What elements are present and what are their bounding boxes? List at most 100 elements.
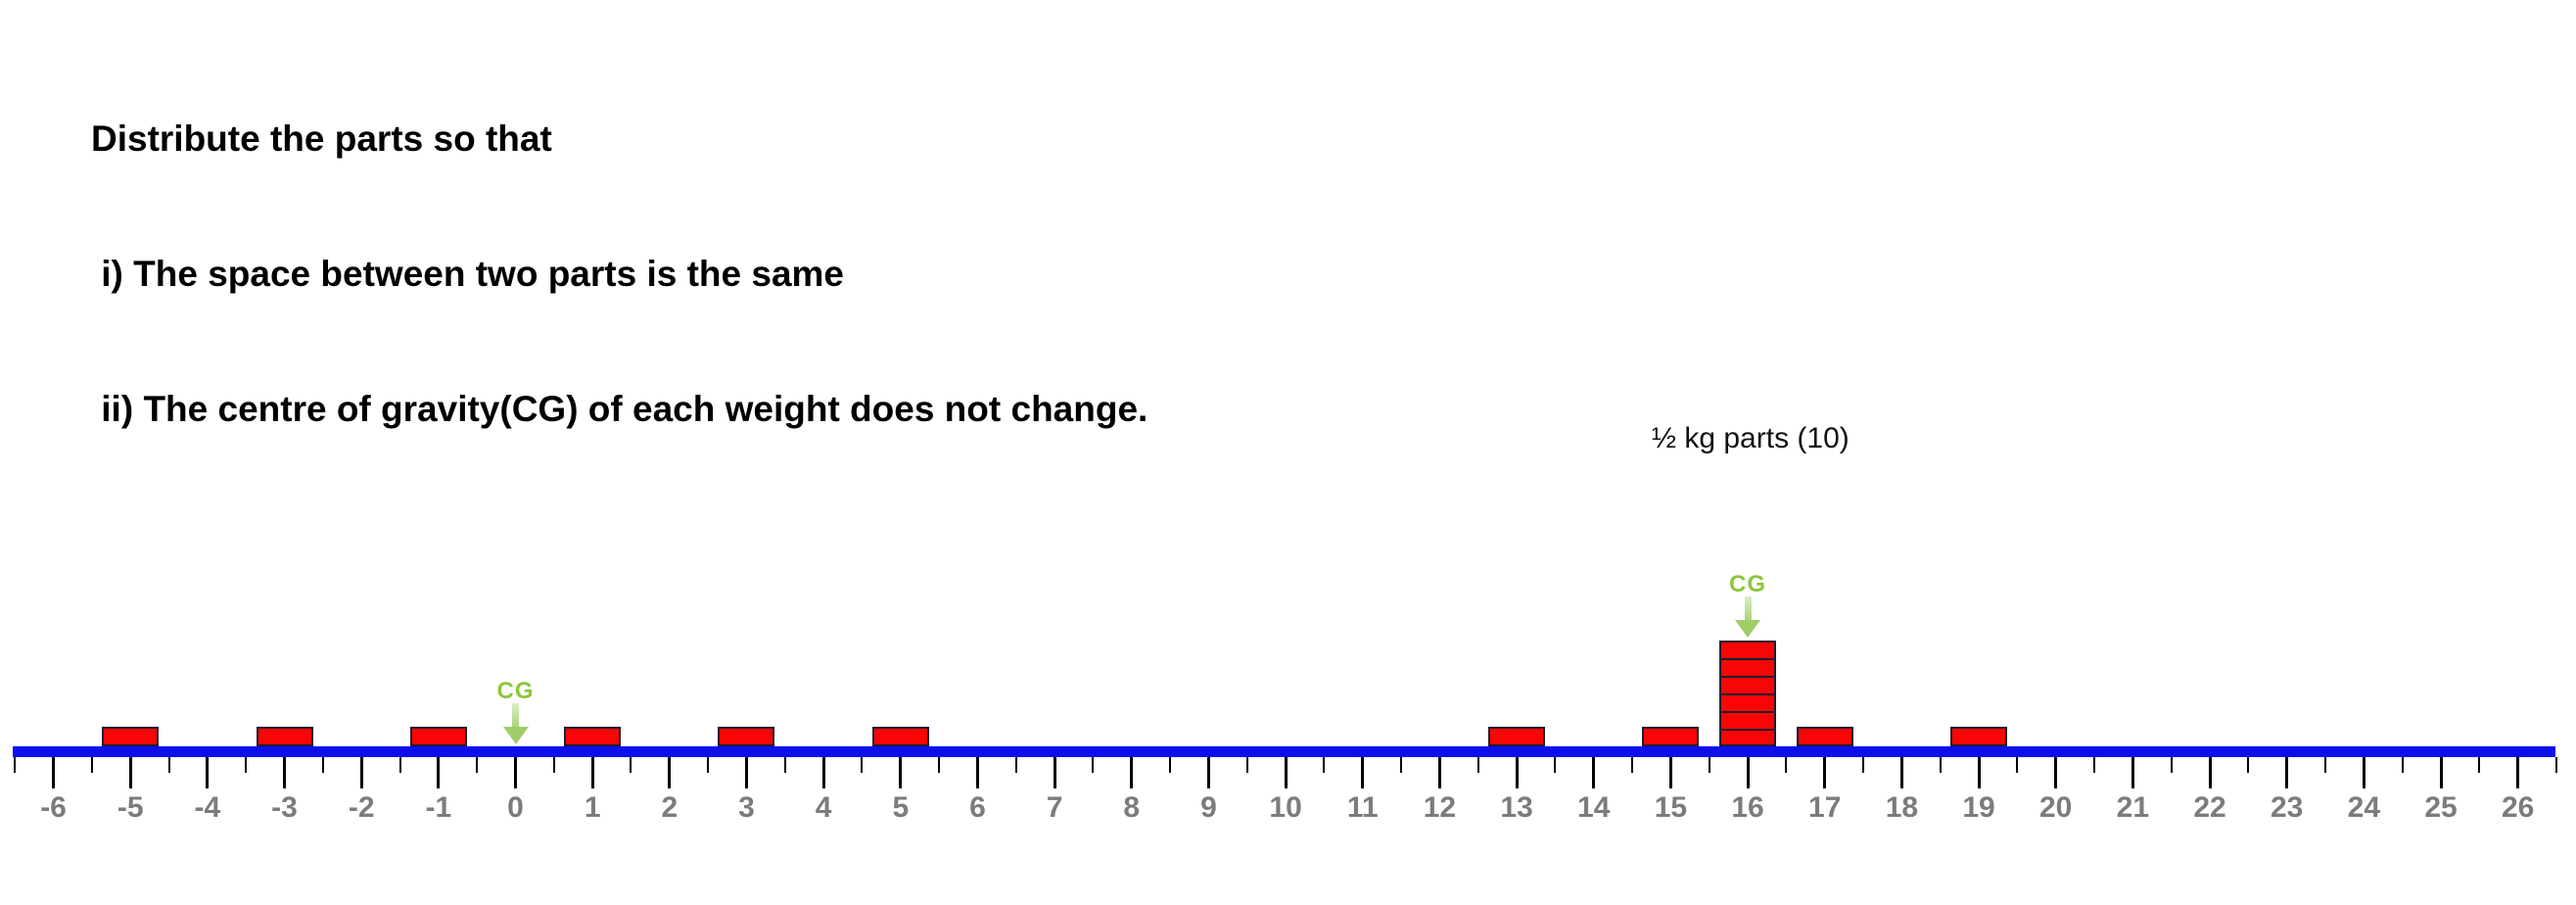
weight-block[interactable] [871,727,929,746]
tick-label: -5 [117,791,144,824]
tick-minor [1554,757,1557,773]
tick-label: 25 [2424,791,2458,824]
weight-block[interactable] [409,727,467,746]
tick-label: 11 [1346,791,1379,824]
tick-label: -1 [425,791,452,824]
tick-minor [1476,757,1479,773]
weight-block[interactable] [1642,727,1700,746]
tick-major [744,757,748,788]
tick-major [359,757,363,788]
tick-label: 12 [1423,791,1457,824]
tick-minor [2554,757,2557,773]
weight-block[interactable] [564,727,622,746]
tick-label: 18 [1885,791,1919,824]
tick-minor [14,757,17,773]
weight-block[interactable] [1950,727,2008,746]
tick-major [1899,757,1903,788]
tick-minor [1862,757,1865,773]
number-line-bar [13,746,2555,757]
tick-major [1361,757,1365,788]
tick-minor [938,757,941,773]
tick-minor [398,757,401,773]
tick-minor [321,757,324,773]
cg-label: CG [1729,571,1767,597]
weight-block[interactable] [718,727,775,746]
tick-minor [861,757,864,773]
parts-count-label: ½ kg parts (10) [1652,422,1850,454]
tick-major [2131,757,2134,788]
tick-major [1977,757,1981,788]
tick-label: 9 [1200,791,1217,824]
tick-major [1206,757,1210,788]
tick-major [821,757,825,788]
cg-arrow-shaft [512,703,519,729]
tick-label: 7 [1046,791,1063,824]
instruction-line-2: i) The space between two parts is the sa… [91,254,845,294]
stack-divider [1721,676,1775,678]
tick-minor [630,757,632,773]
cg-arrow-shaft [1744,596,1752,622]
tick-minor [2016,757,2019,773]
tick-label: 14 [1577,791,1611,824]
weight-block[interactable] [102,727,160,746]
tick-minor [707,757,710,773]
cg-arrow-head [1735,620,1761,638]
cg-arrow-head [502,727,529,744]
tick-label: -2 [348,791,375,824]
tick-label: 6 [969,791,986,824]
tick-minor [2093,757,2096,773]
tick-label: -6 [40,791,67,824]
tick-major [1515,757,1519,788]
tick-minor [1014,757,1017,773]
tick-label: 10 [1269,791,1302,824]
tick-minor [2478,757,2481,773]
tick-major [1130,757,1134,788]
tick-minor [2401,757,2404,773]
tick-major [1668,757,1672,788]
weight-stack[interactable] [1719,641,1777,746]
tick-label: 21 [2116,791,2150,824]
tick-major [899,757,903,788]
tick-label: 5 [892,791,910,824]
tick-major [668,757,672,788]
tick-minor [476,757,479,773]
tick-major [590,757,594,788]
instructions: Distribute the parts so that i) The spac… [91,26,1147,522]
tick-minor [552,757,555,773]
tick-major [2439,757,2443,788]
tick-label: 23 [2270,791,2304,824]
tick-label: 17 [1808,791,1842,824]
tick-minor [783,757,786,773]
tick-label: 22 [2193,791,2226,824]
tick-major [2362,757,2365,788]
weight-block[interactable] [256,727,313,746]
tick-major [2054,757,2058,788]
tick-minor [167,757,170,773]
tick-label: 15 [1654,791,1688,824]
instruction-line-1: Distribute the parts so that [91,119,552,159]
tick-label: 0 [507,791,524,824]
tick-minor [1245,757,1248,773]
stack-divider [1721,729,1775,731]
tick-minor [1939,757,1942,773]
tick-label: 16 [1731,791,1764,824]
tick-minor [1092,757,1095,773]
tick-major [514,757,517,788]
weight-block[interactable] [1488,727,1546,746]
weight-block[interactable] [1796,727,1853,746]
tick-minor [1323,757,1326,773]
tick-minor [2170,757,2173,773]
tick-minor [245,757,248,773]
tick-label: 1 [584,791,601,824]
tick-major [1053,757,1056,788]
tick-label: 3 [738,791,755,824]
tick-label: 24 [2347,791,2381,824]
tick-major [437,757,441,788]
tick-major [1437,757,1441,788]
tick-major [52,757,56,788]
tick-major [2208,757,2212,788]
tick-major [206,757,210,788]
tick-minor [1785,757,1788,773]
tick-major [1592,757,1596,788]
